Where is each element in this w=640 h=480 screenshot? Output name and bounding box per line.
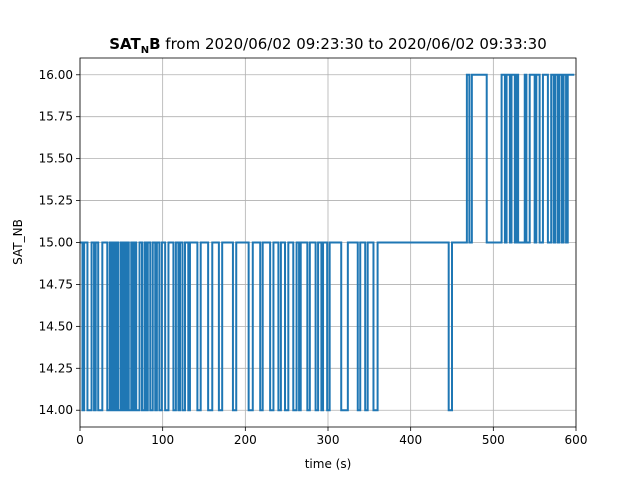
x-tick-label: 200 — [234, 433, 257, 447]
y-tick-label: 15.00 — [39, 236, 73, 250]
x-tick-label: 100 — [151, 433, 174, 447]
chart-title: SATNB from 2020/06/02 09:23:30 to 2020/0… — [109, 35, 547, 56]
y-tick-label: 15.25 — [39, 194, 73, 208]
x-axis-label: time (s) — [305, 457, 352, 471]
plot-frame — [79, 57, 577, 428]
y-tick-label: 14.25 — [39, 361, 73, 375]
y-tick-label: 14.00 — [39, 403, 73, 417]
y-tick-label: 14.50 — [39, 319, 73, 333]
title-base: SAT — [109, 35, 141, 53]
x-tick-label: 400 — [399, 433, 422, 447]
y-tick-label: 16.00 — [39, 68, 73, 82]
title-tail: B — [149, 35, 160, 53]
y-tick-label: 14.75 — [39, 277, 73, 291]
x-tick-label: 0 — [76, 433, 84, 447]
x-tick-label: 500 — [482, 433, 505, 447]
step-line — [80, 73, 575, 412]
y-tick-label: 15.50 — [39, 152, 73, 166]
title-sub: N — [141, 45, 149, 56]
x-tick-label: 600 — [565, 433, 588, 447]
y-axis-label: SAT_NB — [11, 219, 25, 265]
title-text: from 2020/06/02 09:23:30 to 2020/06/02 0… — [161, 35, 547, 53]
y-tick-label: 15.75 — [39, 110, 73, 124]
x-tick-label: 300 — [317, 433, 340, 447]
